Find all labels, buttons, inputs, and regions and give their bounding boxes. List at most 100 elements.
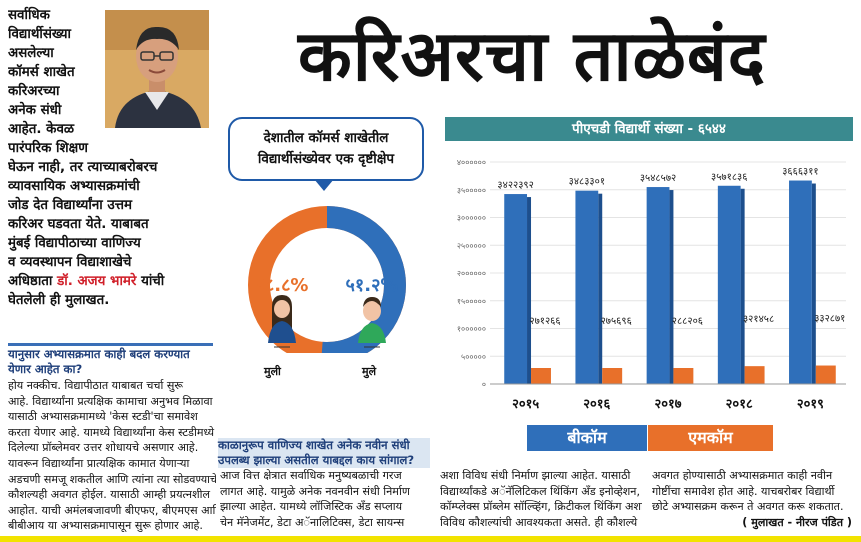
female-percent: ४८.८% — [256, 275, 309, 296]
y-tick-label: २५००००० — [457, 241, 486, 250]
gender-donut: ४८.८% ५१.२% मुली मुले — [220, 183, 435, 433]
bubble-tail — [314, 179, 334, 191]
bar-bcom-side — [811, 183, 816, 384]
intro-line: व व्यवस्थापन विद्याशाखेचे — [8, 255, 132, 270]
answer-line: लागत आहे. यामुळे अनेक नवनवीन संधी निर्मा… — [220, 484, 410, 498]
answer-line: गोष्टींचा समावेश होत आहे. याचबरोबर विद्य… — [652, 484, 835, 498]
y-tick-label: ० — [482, 380, 486, 389]
answer-line: आहे. विद्यार्थ्यांना प्रत्यक्षिक कामाचा … — [8, 394, 213, 408]
question-1: यानुसार अभ्यासक्रमात काही बदल करण्यात ये… — [8, 347, 190, 376]
section-rule — [8, 343, 213, 346]
bar-bcom — [646, 187, 670, 384]
portrait-photo — [105, 10, 209, 128]
infographic-caption: देशातील कॉमर्स शाखेतील विद्यार्थीसंख्येव… — [228, 117, 424, 181]
answer-line: अशा विविध संधी निर्माण झाल्या आहेत. यासा… — [440, 469, 631, 482]
phd-bar-chart: ० ५००००० १०००००० १५००००० २०००००० २५००००० ३००००… — [440, 142, 856, 424]
bar-mcom-label: २७१२६६ — [529, 316, 560, 327]
answer-line: अवगत होण्यासाठी अभ्यासक्रमात काही नवीन — [652, 469, 833, 482]
intro-line: असलेल्या — [8, 46, 54, 61]
bar-bcom-label: ३४२२३९२ — [497, 180, 533, 191]
intro-line: आहेत. केवळ — [8, 122, 75, 137]
caption-line-1: देशातील कॉमर्स शाखेतील — [263, 130, 389, 146]
male-icon — [358, 297, 386, 348]
intro-line: अधिष्ठाता — [8, 274, 53, 289]
bar-bcom-side — [527, 197, 532, 384]
answer-line: झाल्या आहेत. यामध्ये लॉजिस्टिक अँड सप्ला… — [220, 500, 403, 514]
intro-line: मुंबई विद्यापीठाच्या वाणिज्य — [8, 236, 141, 251]
answer-2-end: अवगत होण्यासाठी अभ्यासक्रमात काही नवीन ग… — [652, 468, 852, 530]
y-tick-label: ५००००० — [461, 352, 486, 361]
bar-bcom — [717, 185, 741, 384]
chart-title: पीएचडी विद्यार्थी संख्या - ६५४४ — [572, 121, 726, 137]
answer-line: विविध कौशल्यांची आवश्यकता असते. ही कौशल्… — [440, 515, 638, 529]
intro-line: घेऊन नाही, तर त्याच्याबरोबरच — [8, 160, 158, 175]
answer-line: छोटे अभ्यासक्रम करून ते अवगत करू शकतात. — [652, 500, 844, 514]
answer-line: कौशल्यही अवगत होईल. यासाठी आम्ही प्रयत्न… — [8, 488, 211, 502]
bar-mcom-label: २७५६९६ — [601, 316, 632, 327]
bar-mcom-label: ३२१४५८ — [743, 314, 774, 325]
answer-line: अडचणी समजू शकतील आणि त्यांना त्या सोडवण्… — [8, 472, 216, 486]
answer-line: आज वित्त क्षेत्रात सर्वाधिक मनुष्यबळाची … — [220, 469, 402, 482]
caption-line-2: विद्यार्थीसंख्येवर एक दृष्टीक्षेप — [257, 151, 395, 167]
answer-2-cont: अशा विविध संधी निर्माण झाल्या आहेत. यासा… — [440, 468, 642, 530]
intro-line: व्यावसायिक अभ्यासक्रमांची — [8, 179, 140, 194]
intro-line: करिअर घडवता येते. याबाबत — [8, 217, 149, 232]
female-label: मुली — [264, 365, 281, 378]
x-tick-label: २०१५ — [512, 397, 539, 412]
x-tick-label: २०१९ — [797, 397, 824, 412]
intro-line: सर्वाधिक — [8, 8, 50, 23]
x-tick-label: २०१७ — [654, 397, 681, 412]
x-tick-label: २०१८ — [726, 397, 753, 412]
bar-mcom — [815, 365, 836, 384]
question-2: काळानुरूप वाणिज्य शाखेत अनेक नवीन संधी उ… — [218, 438, 430, 468]
answer-line: करता येणार आहे. यामध्ये विद्यार्थ्यांना … — [8, 425, 215, 439]
bar-mcom-label: ३३२८७१ — [814, 314, 845, 325]
x-tick-label: २०१६ — [583, 397, 610, 412]
female-icon — [268, 295, 296, 348]
y-tick-label: ३०००००० — [457, 214, 486, 223]
male-label: मुले — [362, 365, 377, 378]
bar-mcom — [602, 368, 623, 384]
bar-mcom — [673, 368, 694, 384]
answer-1: होय नक्कीच. विद्यापीठात याबाबत चर्चा सुर… — [8, 378, 216, 534]
bar-chart-svg: ० ५००००० १०००००० १५००००० २०००००० २५००००० ३००००… — [457, 158, 846, 412]
bar-bcom — [789, 180, 812, 384]
answer-line: चेन मॅनेजमेंट, डेटा अॅनालिटिक्स, डेटा सा… — [220, 515, 405, 529]
intro-line-name: अधिष्ठाता डॉ. अजय भामरे यांची — [8, 272, 332, 291]
bar-bcom — [575, 190, 599, 384]
y-tick-label: १०००००० — [457, 325, 486, 334]
interviewee-name: डॉ. अजय भामरे — [57, 274, 137, 289]
bar-mcom — [744, 366, 765, 384]
legend-bcom: बीकॉम — [527, 425, 647, 451]
intro-text: सर्वाधिक विद्यार्थीसंख्या असलेल्या कॉमर्… — [8, 6, 332, 310]
answer-line: यासाठी अभ्यासक्रमामध्ये 'केस स्टडी'चा सम… — [8, 410, 198, 424]
y-tick-label: ३५००००० — [457, 186, 486, 195]
bar-bcom-label: ३५४८५७२ — [640, 173, 676, 184]
intro-line: पारंपरिक शिक्षण — [8, 141, 88, 156]
answer-line: कॉम्प्लेक्स प्रॉब्लेम सॉल्व्हिंग, क्रिटी… — [440, 500, 642, 514]
intro-line: अनेक संधी — [8, 103, 62, 118]
y-tick-label: १५००००० — [457, 297, 486, 306]
answer-line: यावरून विद्यार्थ्यांना प्रात्यक्षिक कामा… — [8, 456, 190, 470]
intro-line: विद्यार्थीसंख्या — [8, 27, 71, 42]
bar-mcom-label: २८८२०६ — [672, 316, 703, 327]
intro-line: करिअरच्या — [8, 84, 60, 99]
answer-line: आहोत. याची अमंलबजावणी बीएफए, बीएमएस आणि — [8, 503, 216, 517]
headline: करिअरचा ताळेबंद — [298, 15, 766, 97]
intro-after-name: यांची — [136, 274, 165, 289]
intro-line: जोड देत विद्यार्थ्यांना उत्तम — [8, 198, 133, 213]
legend-mcom: एमकॉम — [648, 425, 773, 451]
bar-bcom-label: ३५७१८३६ — [711, 172, 747, 183]
intro-line: कॉमर्स शाखेत — [8, 65, 75, 80]
answer-line: होय नक्कीच. विद्यापीठात याबाबत चर्चा सुर… — [8, 379, 183, 392]
answer-line: विद्यार्थ्यांकडे अॅनॅलिटिकल थिंकिंग अँड … — [440, 484, 640, 498]
y-tick-label: ४०००००० — [457, 158, 486, 167]
bar-bcom-label: ३६६६३११ — [782, 167, 818, 178]
bar-bcom-side — [598, 193, 603, 384]
y-tick-label: २०००००० — [457, 269, 486, 278]
bar-mcom — [531, 368, 551, 384]
bar-bcom-label: ३४८३३०१ — [569, 177, 605, 188]
interview-credit: ( मुलाखत - नीरज पंडित ) — [742, 515, 852, 529]
male-percent: ५१.२% — [346, 275, 399, 296]
intro-line: घेतलेली ही मुलाखत. — [8, 293, 110, 308]
